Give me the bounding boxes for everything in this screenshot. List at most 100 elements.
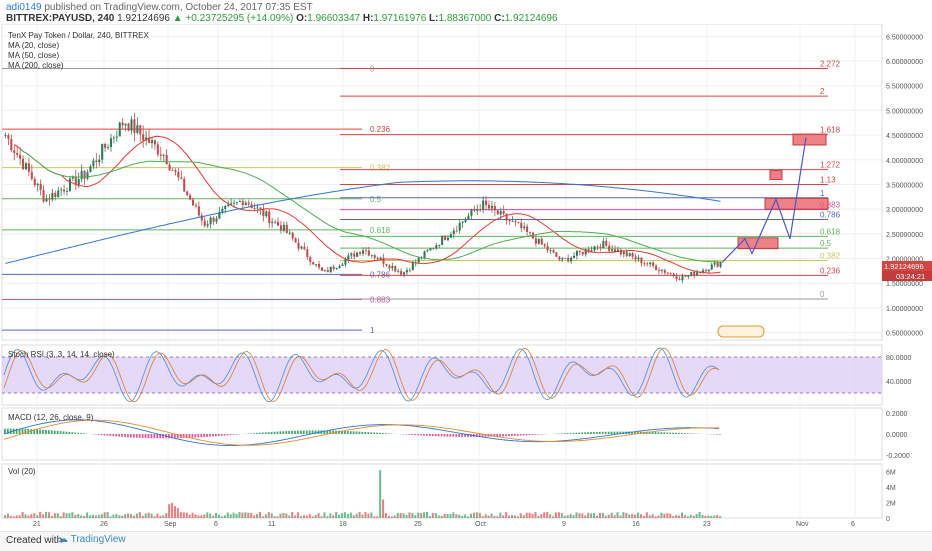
macd-histogram-bar bbox=[294, 431, 296, 434]
candle-body bbox=[485, 201, 487, 205]
macd-histogram-bar bbox=[279, 431, 281, 434]
volume-bar bbox=[54, 513, 56, 518]
volume-bar bbox=[367, 514, 369, 518]
candle-body bbox=[45, 198, 47, 201]
last-price: 1.92124696 bbox=[117, 13, 170, 24]
macd-histogram-bar bbox=[153, 434, 155, 438]
high-label: H: bbox=[363, 13, 374, 24]
macd-histogram-bar bbox=[719, 434, 721, 435]
volume-bar bbox=[86, 512, 88, 518]
candle-body bbox=[66, 191, 68, 192]
fib-right-label: 0 bbox=[820, 290, 825, 299]
volume-bar bbox=[438, 515, 440, 518]
macd-histogram-bar bbox=[540, 434, 542, 435]
volume-bar bbox=[279, 514, 281, 518]
volume-bar bbox=[238, 512, 240, 518]
candle-body bbox=[438, 245, 440, 246]
candle-body bbox=[19, 155, 21, 159]
footer: Created with ☁ TradingView bbox=[0, 531, 932, 551]
volume-bar bbox=[57, 513, 59, 518]
volume-bar bbox=[315, 515, 317, 518]
stoch-rsi-label[interactable]: Stoch RSI (3, 3, 14, 14, close) bbox=[8, 350, 115, 359]
candle-body bbox=[31, 172, 33, 179]
candle-body bbox=[286, 225, 288, 233]
volume-label[interactable]: Vol (20) bbox=[8, 467, 36, 476]
volume-bar bbox=[259, 512, 261, 518]
volume-bar bbox=[470, 514, 472, 518]
macd-histogram-bar bbox=[192, 434, 194, 438]
ma50-legend[interactable]: MA (50, close) bbox=[8, 51, 59, 60]
candle-body bbox=[561, 258, 563, 259]
y-tick-label: 0.50000000 bbox=[886, 331, 923, 338]
low-label: L: bbox=[429, 13, 438, 24]
y-tick-label: 5.00000000 bbox=[886, 108, 923, 115]
volume-bar bbox=[25, 514, 27, 518]
volume-bar bbox=[306, 516, 308, 518]
volume-bar bbox=[221, 516, 223, 518]
volume-bar bbox=[476, 512, 478, 518]
candle-body bbox=[265, 212, 267, 217]
volume-bar bbox=[502, 515, 504, 518]
candle-body bbox=[306, 249, 308, 257]
macd-histogram-bar bbox=[303, 431, 305, 434]
volume-bar bbox=[110, 516, 112, 518]
fib-left-label: 0.618 bbox=[370, 226, 391, 235]
volume-bar bbox=[684, 515, 686, 518]
candle-body bbox=[511, 221, 513, 222]
macd-histogram-bar bbox=[282, 431, 284, 434]
ma20-legend[interactable]: MA (20, close) bbox=[8, 41, 59, 50]
candle-body bbox=[687, 275, 689, 277]
stoch-band bbox=[2, 357, 882, 393]
macd-histogram-bar bbox=[687, 433, 689, 434]
volume-bar bbox=[614, 515, 616, 518]
volume-bar bbox=[180, 512, 182, 518]
macd-histogram-bar bbox=[127, 434, 129, 437]
macd-histogram-bar bbox=[376, 433, 378, 434]
open-value: 1.96603347 bbox=[307, 13, 360, 24]
macd-histogram-bar bbox=[300, 431, 302, 434]
trading-chart[interactable]: 00.2360.3820.50.6180.7860.88312.27221.61… bbox=[0, 24, 932, 531]
volume-bar bbox=[104, 512, 106, 518]
volume-bar bbox=[403, 513, 405, 518]
macd-histogram-bar bbox=[60, 431, 62, 434]
tradingview-logo[interactable]: ☁ TradingView bbox=[58, 534, 126, 545]
candle-body bbox=[514, 221, 516, 222]
candle-body bbox=[646, 263, 648, 264]
symbol-label: BITTREX:PAYUSD, 240 bbox=[6, 13, 114, 24]
candle-body bbox=[570, 258, 572, 261]
candle-body bbox=[48, 198, 50, 199]
candle-body bbox=[298, 243, 300, 249]
volume-bar bbox=[200, 515, 202, 518]
macd-histogram-bar bbox=[605, 432, 607, 434]
stoch-tick: 40.0000 bbox=[886, 379, 911, 386]
volume-bar bbox=[42, 514, 44, 518]
macd-label[interactable]: MACD (12, 26, close, 9) bbox=[8, 413, 94, 422]
candle-body bbox=[365, 250, 367, 251]
candle-body bbox=[623, 252, 625, 254]
candle-body bbox=[635, 257, 637, 260]
candle-body bbox=[465, 220, 467, 222]
author-link[interactable]: adi0149 bbox=[6, 2, 42, 13]
candle-body bbox=[139, 125, 141, 134]
volume-bar bbox=[573, 515, 575, 518]
candle-body bbox=[86, 172, 88, 179]
volume-bar bbox=[608, 515, 610, 518]
macd-histogram-bar bbox=[344, 431, 346, 434]
candle-body bbox=[333, 267, 335, 269]
candle-body bbox=[526, 226, 528, 232]
ma200-legend[interactable]: MA (200, close) bbox=[8, 61, 64, 70]
candle-body bbox=[315, 264, 317, 265]
candle-body bbox=[652, 262, 654, 265]
macd-histogram-bar bbox=[359, 432, 361, 434]
volume-bar bbox=[133, 516, 135, 518]
candle-body bbox=[602, 241, 604, 248]
candle-body bbox=[681, 276, 683, 280]
volume-bar bbox=[162, 515, 164, 518]
macd-histogram-bar bbox=[268, 432, 270, 434]
macd-histogram-bar bbox=[215, 434, 217, 436]
volume-bar bbox=[505, 512, 507, 518]
volume-bar bbox=[555, 512, 557, 518]
candle-body bbox=[479, 209, 481, 210]
candle-body bbox=[658, 270, 660, 271]
volume-bar bbox=[71, 512, 73, 518]
